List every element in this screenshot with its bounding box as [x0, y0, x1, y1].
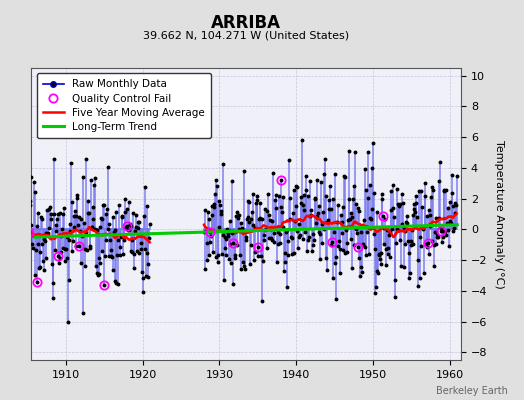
Text: 39.662 N, 104.271 W (United States): 39.662 N, 104.271 W (United States) [143, 30, 350, 40]
Y-axis label: Temperature Anomaly (°C): Temperature Anomaly (°C) [494, 140, 504, 288]
Legend: Raw Monthly Data, Quality Control Fail, Five Year Moving Average, Long-Term Tren: Raw Monthly Data, Quality Control Fail, … [37, 73, 211, 138]
Text: Berkeley Earth: Berkeley Earth [436, 386, 508, 396]
Text: ARRIBA: ARRIBA [211, 14, 281, 32]
